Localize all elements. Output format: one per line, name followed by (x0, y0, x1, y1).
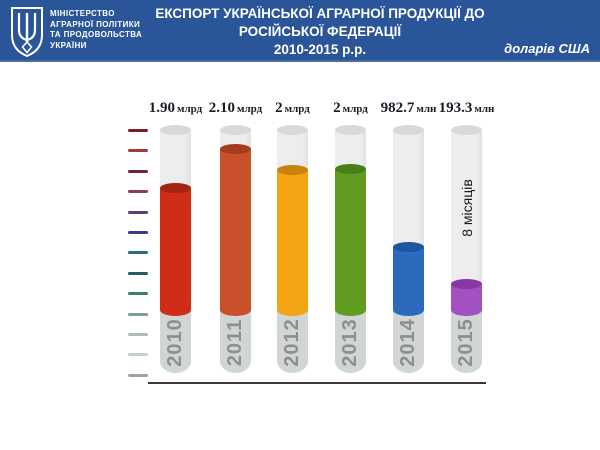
test-tube: 2012 (277, 125, 308, 373)
title-line: РОСІЙСЬКОЇ ФЕДЕРАЦІЇ (238, 24, 402, 39)
page-title: ЕКСПОРТ УКРАЇНСЬКОЇ АГРАРНОЇ ПРОДУКЦІЇ Д… (145, 5, 495, 59)
bar-fill-cap (393, 242, 424, 252)
ministry-line: МІНІСТЕРСТВО (50, 9, 115, 18)
bar-value-label: 2 млрд (250, 99, 335, 117)
bar-fill (277, 165, 308, 316)
test-tube: 2013 (335, 125, 366, 373)
test-tube: 2014 (393, 125, 424, 373)
bar-value-unit: млн (416, 103, 437, 115)
bar-fill (220, 144, 251, 316)
year-label: 2011 (224, 318, 247, 366)
tube-base: 2013 (335, 311, 366, 373)
bar-value-label: 2.10 млрд (193, 99, 278, 117)
bar-fill (393, 242, 424, 316)
axis-tick (128, 251, 148, 255)
ministry-line: АГРАРНОЇ ПОЛІТИКИ (50, 19, 141, 29)
title-line: 2010-2015 р.р. (273, 42, 367, 57)
year-label: 2010 (164, 317, 186, 367)
x-axis-line (148, 382, 486, 384)
axis-tick (128, 230, 148, 234)
tube-base: 2014 (393, 311, 424, 373)
bar-fill-cap (160, 183, 191, 193)
year-label: 2014 (397, 317, 419, 367)
bar-value-unit: млрд (342, 103, 368, 115)
tube-opening (220, 125, 251, 135)
axis-tick (128, 169, 148, 173)
tube-opening (277, 125, 308, 135)
ministry-name: МІНІСТЕРСТВО АГРАРНОЇ ПОЛІТИКИ ТА ПРОДОВ… (50, 9, 142, 51)
bar-value-number: 2 (333, 100, 341, 116)
bar-value-label: 1.90 млрд (133, 99, 218, 117)
axis-tick (128, 129, 148, 132)
bar-fill (160, 183, 191, 316)
axis-tick (128, 373, 148, 377)
axis-tick (128, 292, 148, 296)
bar-fill-cap (277, 165, 308, 175)
bar-fill (335, 164, 366, 316)
tube-opening (393, 125, 424, 135)
tube-base: 2015 (451, 311, 482, 373)
tube-opening (451, 125, 482, 135)
ministry-line: УКРАЇНИ (50, 40, 87, 50)
eight-months-annotation: 8 місяців (458, 179, 475, 237)
axis-tick (128, 312, 148, 316)
bar-fill-cap (220, 144, 251, 154)
bar-value-unit: млрд (237, 103, 263, 115)
ministry-line: ТА ПРОДОВОЛЬСТВА (50, 30, 143, 40)
axis-tick (128, 271, 148, 275)
bar-fill-cap (451, 279, 482, 289)
axis-tick (128, 210, 148, 214)
axis-ticks (128, 129, 148, 377)
bar-value-label: 193.3 млн (424, 99, 509, 117)
year-label: 2013 (339, 317, 361, 367)
header-band: МІНІСТЕРСТВО АГРАРНОЇ ПОЛІТИКИ ТА ПРОДОВ… (0, 0, 600, 62)
bar-value-label: 982.7 млн (366, 99, 451, 117)
tube-base: 2010 (160, 311, 191, 373)
bar-fill (451, 279, 482, 316)
year-label: 2015 (455, 317, 477, 367)
currency-note: доларів США (504, 41, 590, 56)
bar-value-number: 2.10 (208, 100, 236, 116)
bar-value-unit: млрд (284, 103, 310, 115)
test-tube: 2010 (160, 125, 191, 373)
axis-tick (128, 332, 148, 336)
tube-opening (160, 125, 191, 135)
bar-value-label: 2 млрд (308, 99, 393, 117)
test-tube: 8 місяців 2015 (451, 125, 482, 373)
bar-value-number: 1.90 (148, 100, 176, 116)
bar-value-unit: млн (474, 103, 495, 115)
axis-tick (128, 149, 148, 153)
bar-value-number: 2 (275, 100, 283, 116)
tube-opening (335, 125, 366, 135)
ukraine-trident-shield-icon (11, 7, 43, 58)
tube-base: 2012 (277, 311, 308, 373)
axis-tick (128, 190, 148, 194)
bar-value-number: 193.3 (438, 100, 473, 116)
year-label: 2012 (281, 317, 303, 367)
bar-fill-cap (335, 164, 366, 174)
bar-value-unit: млрд (177, 103, 203, 115)
tube-base: 2011 (220, 311, 251, 373)
test-tube: 2011 (220, 125, 251, 373)
bar-value-number: 982.7 (380, 100, 415, 116)
title-line: ЕКСПОРТ УКРАЇНСЬКОЇ АГРАРНОЇ ПРОДУКЦІЇ Д… (155, 6, 485, 21)
axis-tick (128, 353, 148, 357)
